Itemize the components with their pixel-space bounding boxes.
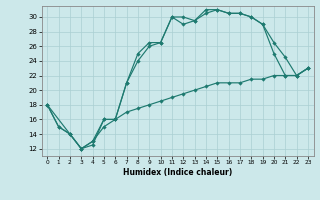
X-axis label: Humidex (Indice chaleur): Humidex (Indice chaleur) (123, 168, 232, 177)
